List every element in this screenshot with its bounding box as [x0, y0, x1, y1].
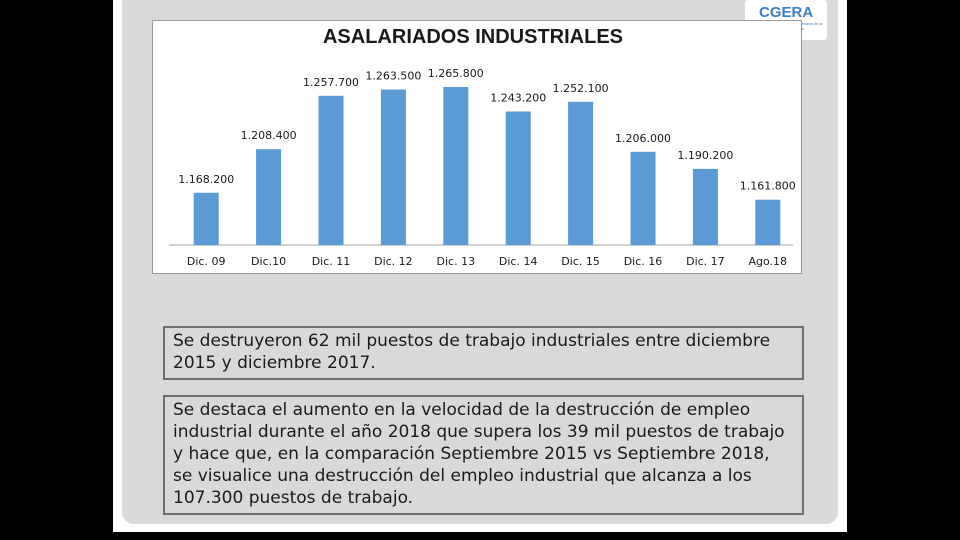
- bar-3: [380, 89, 406, 245]
- bar-4: [443, 87, 469, 245]
- bar-6: [568, 101, 594, 245]
- chart-area: ASALARIADOS INDUSTRIALES 1.168.200 Dic. 0…: [152, 20, 802, 274]
- bar-8: [692, 168, 718, 245]
- category-label: Dic. 14: [499, 255, 538, 268]
- category-label: Dic. 09: [187, 255, 226, 268]
- bar-2: [318, 95, 344, 245]
- bar-0: [193, 192, 219, 245]
- category-label: Dic. 12: [374, 255, 413, 268]
- bar-value-label: 1.206.000: [615, 132, 671, 145]
- bar-value-label: 1.168.200: [178, 173, 234, 186]
- bar-9: [755, 199, 781, 245]
- bar-value-label: 1.252.100: [553, 82, 609, 95]
- bar-value-label: 1.208.400: [241, 129, 297, 142]
- note-destruction-2015-2017: Se destruyeron 62 mil puestos de trabajo…: [163, 326, 804, 380]
- category-label: Dic. 11: [312, 255, 351, 268]
- bar-chart: ASALARIADOS INDUSTRIALES 1.168.200 Dic. 0…: [169, 26, 796, 268]
- bar-value-label: 1.243.200: [490, 92, 546, 105]
- category-label: Dic. 13: [437, 255, 476, 268]
- category-label: Dic. 17: [686, 255, 725, 268]
- bar-value-label: 1.161.800: [740, 180, 796, 193]
- chart-title: ASALARIADOS INDUSTRIALES: [323, 26, 623, 48]
- bars-group: 1.168.200 Dic. 09 1.208.400 Dic.10 1.257.700…: [178, 67, 796, 268]
- bar-value-label: 1.263.500: [365, 70, 421, 83]
- category-label: Dic. 15: [561, 255, 600, 268]
- note-destruction-2018: Se destaca el aumento en la velocidad de…: [163, 395, 804, 515]
- bar-5: [505, 111, 531, 245]
- logo-mark: CGERA: [759, 4, 814, 21]
- bar-value-label: 1.257.700: [303, 76, 359, 89]
- bar-value-label: 1.190.200: [677, 149, 733, 162]
- bar-7: [630, 151, 656, 245]
- category-label: Ago.18: [749, 255, 788, 268]
- category-label: Dic. 16: [624, 255, 663, 268]
- category-label: Dic.10: [251, 255, 286, 268]
- bar-1: [256, 149, 282, 245]
- bar-value-label: 1.265.800: [428, 67, 484, 80]
